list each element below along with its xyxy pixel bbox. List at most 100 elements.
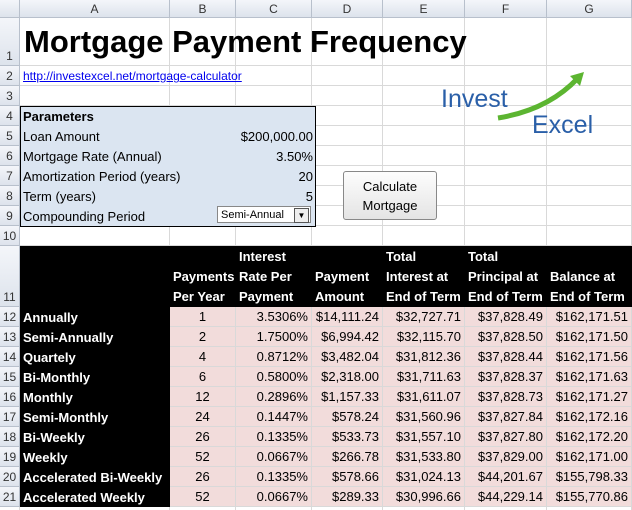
count-cell[interactable]: 1: [170, 307, 235, 326]
value-cell[interactable]: 0.5800%: [236, 367, 311, 386]
value-cell[interactable]: $14,111.24: [312, 307, 382, 326]
parameter-value[interactable]: 3.50%: [276, 148, 313, 164]
column-header[interactable]: A: [20, 0, 170, 18]
row-header[interactable]: 11: [0, 246, 20, 307]
parameter-value[interactable]: 5: [305, 188, 313, 204]
value-cell[interactable]: $30,996.66: [383, 487, 464, 506]
dropdown-arrow[interactable]: ▼: [294, 208, 309, 223]
value-cell[interactable]: $37,827.80: [465, 427, 546, 446]
column-header[interactable]: E: [383, 0, 465, 18]
row-header[interactable]: 14: [0, 347, 20, 367]
value-cell[interactable]: $162,171.63: [547, 367, 631, 386]
value-cell[interactable]: $6,994.42: [312, 327, 382, 346]
count-cell[interactable]: 6: [170, 367, 235, 386]
value-cell[interactable]: $155,770.86: [547, 487, 631, 506]
value-cell[interactable]: $289.33: [312, 487, 382, 506]
value-cell[interactable]: $31,812.36: [383, 347, 464, 366]
value-cell[interactable]: $31,557.10: [383, 427, 464, 446]
column-header[interactable]: C: [236, 0, 312, 18]
row-header[interactable]: 8: [0, 186, 20, 206]
value-cell[interactable]: $3,482.04: [312, 347, 382, 366]
value-cell[interactable]: 0.1335%: [236, 427, 311, 446]
value-cell[interactable]: $44,229.14: [465, 487, 546, 506]
count-cell[interactable]: 12: [170, 387, 235, 406]
value-cell[interactable]: $578.24: [312, 407, 382, 426]
value-cell[interactable]: $266.78: [312, 447, 382, 466]
row-header[interactable]: 17: [0, 407, 20, 427]
row-header[interactable]: 5: [0, 126, 20, 146]
count-cell[interactable]: 2: [170, 327, 235, 346]
row-header[interactable]: 3: [0, 86, 20, 106]
value-cell[interactable]: 0.0667%: [236, 487, 311, 506]
count-cell[interactable]: 26: [170, 467, 235, 486]
value-cell[interactable]: $32,115.70: [383, 327, 464, 346]
value-cell[interactable]: $31,560.96: [383, 407, 464, 426]
value-cell[interactable]: $162,171.00: [547, 447, 631, 466]
row-header[interactable]: 1: [0, 18, 20, 66]
calculate-button[interactable]: Calculate Mortgage: [343, 171, 437, 220]
grid-line: [20, 245, 632, 246]
value-cell[interactable]: $1,157.33: [312, 387, 382, 406]
grid-line: [20, 125, 632, 126]
column-header[interactable]: F: [465, 0, 547, 18]
row-header[interactable]: 10: [0, 226, 20, 246]
row-label: Weekly: [23, 449, 68, 465]
value-cell[interactable]: $37,828.50: [465, 327, 546, 346]
value-cell[interactable]: $155,798.33: [547, 467, 631, 486]
value-cell[interactable]: $162,172.20: [547, 427, 631, 446]
row-header[interactable]: 9: [0, 206, 20, 226]
link[interactable]: http://investexcel.net/mortgage-calculat…: [23, 69, 242, 83]
value-cell[interactable]: $44,201.67: [465, 467, 546, 486]
value-cell[interactable]: $31,711.63: [383, 367, 464, 386]
row-header[interactable]: 13: [0, 327, 20, 347]
value-cell[interactable]: $162,171.50: [547, 327, 631, 346]
count-cell[interactable]: 24: [170, 407, 235, 426]
value-cell[interactable]: 0.0667%: [236, 447, 311, 466]
value-cell[interactable]: $37,828.49: [465, 307, 546, 326]
value-cell[interactable]: 3.5306%: [236, 307, 311, 326]
parameter-value[interactable]: $200,000.00: [240, 128, 313, 144]
value-cell[interactable]: $37,828.37: [465, 367, 546, 386]
parameter-value[interactable]: 20: [298, 168, 313, 184]
row-header[interactable]: 16: [0, 387, 20, 407]
value-cell[interactable]: $162,171.56: [547, 347, 631, 366]
row-header[interactable]: 19: [0, 447, 20, 467]
row-header[interactable]: 2: [0, 66, 20, 86]
column-header[interactable]: G: [547, 0, 632, 18]
value-cell[interactable]: $162,171.27: [547, 387, 631, 406]
column-header[interactable]: B: [170, 0, 236, 18]
dropdown[interactable]: Semi-Annual ▼: [217, 206, 311, 223]
value-cell[interactable]: $2,318.00: [312, 367, 382, 386]
value-cell[interactable]: 0.1335%: [236, 467, 311, 486]
row-header[interactable]: 12: [0, 307, 20, 327]
value-cell[interactable]: $31,611.07: [383, 387, 464, 406]
value-cell[interactable]: $32,727.71: [383, 307, 464, 326]
value-cell[interactable]: $37,829.00: [465, 447, 546, 466]
value-cell[interactable]: $31,533.80: [383, 447, 464, 466]
row-header[interactable]: 15: [0, 367, 20, 387]
row-header[interactable]: 6: [0, 146, 20, 166]
value-cell[interactable]: $162,171.51: [547, 307, 631, 326]
count-cell[interactable]: 52: [170, 447, 235, 466]
value-cell[interactable]: $37,828.44: [465, 347, 546, 366]
row-header[interactable]: 18: [0, 427, 20, 447]
count-cell[interactable]: 52: [170, 487, 235, 506]
value-cell[interactable]: $37,828.73: [465, 387, 546, 406]
row-header[interactable]: 4: [0, 106, 20, 126]
value-cell[interactable]: $162,172.16: [547, 407, 631, 426]
value-cell[interactable]: 0.2896%: [236, 387, 311, 406]
row-header[interactable]: 20: [0, 467, 20, 487]
value-cell[interactable]: 0.1447%: [236, 407, 311, 426]
row-header[interactable]: 21: [0, 487, 20, 507]
logo: [438, 70, 618, 140]
count-cell[interactable]: 4: [170, 347, 235, 366]
value-cell[interactable]: $31,024.13: [383, 467, 464, 486]
count-cell[interactable]: 26: [170, 427, 235, 446]
column-header[interactable]: D: [312, 0, 383, 18]
value-cell[interactable]: 0.8712%: [236, 347, 311, 366]
value-cell[interactable]: 1.7500%: [236, 327, 311, 346]
value-cell[interactable]: $578.66: [312, 467, 382, 486]
value-cell[interactable]: $37,827.84: [465, 407, 546, 426]
value-cell[interactable]: $533.73: [312, 427, 382, 446]
row-header[interactable]: 7: [0, 166, 20, 186]
